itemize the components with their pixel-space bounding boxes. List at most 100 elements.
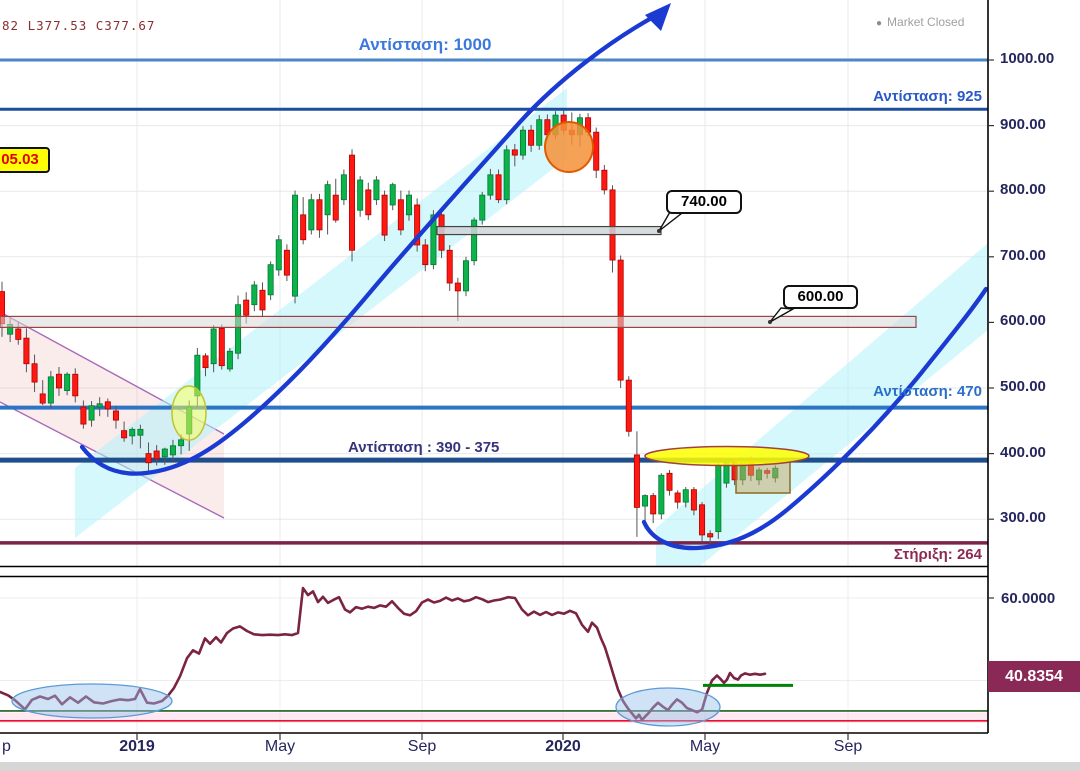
candle-down xyxy=(243,299,250,316)
candle-down xyxy=(23,337,30,365)
candle-up xyxy=(503,149,510,201)
candle-down xyxy=(511,149,518,156)
candle-down xyxy=(454,282,461,292)
y-axis-label: 700.00 xyxy=(1000,246,1046,264)
candle-down xyxy=(72,373,79,397)
orange-top-ellipse xyxy=(544,121,594,173)
indicator-value-badge: 40.8354 xyxy=(988,661,1080,692)
indicator-base-ellipse-2 xyxy=(615,687,721,727)
candle-down xyxy=(145,453,152,464)
candle-up xyxy=(715,464,722,533)
y-axis-label: 300.00 xyxy=(1000,509,1046,527)
candle-down xyxy=(528,129,535,146)
candle-down xyxy=(397,199,404,231)
candle-up xyxy=(536,119,543,146)
candle-down xyxy=(593,131,600,171)
x-axis-label: 2020 xyxy=(545,738,581,755)
candle-up xyxy=(88,405,95,421)
x-axis-label: 2019 xyxy=(119,738,155,755)
candle-up xyxy=(96,403,103,408)
candle-up xyxy=(47,376,54,404)
candle-down xyxy=(414,204,421,246)
candle-down xyxy=(674,492,681,503)
candle-down xyxy=(121,430,128,439)
candle-down xyxy=(446,249,453,284)
trend-curve-right xyxy=(641,286,989,551)
callout-tail-740 xyxy=(658,211,684,232)
candle-up xyxy=(308,199,315,231)
yellow-flat-ellipse xyxy=(644,445,810,467)
candle-up xyxy=(658,474,665,515)
candle-down xyxy=(365,189,372,216)
indicator-axis-label: 60.0000 xyxy=(1001,590,1056,607)
oversold-band xyxy=(0,712,988,723)
x-axis-label: May xyxy=(689,738,721,755)
price-tag: 05.03 xyxy=(0,147,50,173)
candle-down xyxy=(55,373,62,389)
trend-curve-left xyxy=(79,13,658,476)
y-axis-label: 600.00 xyxy=(1000,312,1046,330)
y-axis-label: 1000.00 xyxy=(1000,50,1055,67)
candle-down xyxy=(707,533,714,538)
candle-up xyxy=(178,439,185,447)
candle-down xyxy=(422,244,429,266)
candle-up xyxy=(226,350,233,370)
candle-up xyxy=(324,184,331,216)
candle-down xyxy=(218,327,225,367)
price-callout-600[interactable]: 600.00 xyxy=(783,285,858,309)
candle-up xyxy=(479,194,486,221)
candle-down xyxy=(332,194,339,221)
y-axis-label: 900.00 xyxy=(1000,115,1046,133)
candle-down xyxy=(601,169,608,191)
ohlc-readout: 82 L377.53 C377.67 xyxy=(2,18,156,33)
market-status-label: Market Closed xyxy=(887,15,965,29)
candle-up xyxy=(519,129,526,156)
trend-arrow-head xyxy=(645,3,671,31)
candle-down xyxy=(381,194,388,236)
x-axis-label: Sep xyxy=(833,738,863,755)
candle-down xyxy=(316,199,323,231)
candle-up xyxy=(275,239,282,271)
candle-down xyxy=(349,154,356,251)
candle-down xyxy=(39,393,46,404)
resistance-390-375-label: Αντίσταση : 390 - 375 xyxy=(348,439,500,456)
candle-down xyxy=(202,355,209,369)
x-axis-label: May xyxy=(264,738,296,755)
candle-down xyxy=(112,410,119,421)
candle-up xyxy=(292,194,299,297)
candle-up xyxy=(462,260,469,292)
candle-down xyxy=(104,401,111,410)
candle-down xyxy=(300,214,307,241)
candle-up xyxy=(210,328,217,365)
candle-down xyxy=(690,489,697,511)
candle-up xyxy=(161,448,168,458)
candle-down xyxy=(259,289,266,311)
candle-down xyxy=(609,189,616,261)
yellow-highlight-ellipse xyxy=(171,385,207,441)
x-axis-label: Sep xyxy=(407,738,437,755)
candle-up xyxy=(682,489,689,503)
candle-up xyxy=(267,264,274,296)
candle-down xyxy=(153,450,160,460)
candle-up xyxy=(430,214,437,266)
candle-up xyxy=(251,284,258,306)
candle-down xyxy=(650,495,657,515)
price-callout-740[interactable]: 740.00 xyxy=(666,190,742,214)
candle-up xyxy=(405,194,412,216)
candle-down xyxy=(495,174,502,201)
candle-down xyxy=(625,379,632,432)
resistance-470-label: Αντίσταση: 470 xyxy=(873,383,982,400)
bottom-scrollbar-strip[interactable] xyxy=(0,762,1080,771)
candle-down xyxy=(31,363,38,383)
candle-up xyxy=(340,174,347,201)
y-axis-label: 800.00 xyxy=(1000,181,1046,199)
x-axis-label: p xyxy=(2,738,11,755)
candle-up xyxy=(389,184,396,206)
marker-bar-600 xyxy=(0,315,917,328)
candle-down xyxy=(699,504,706,536)
market-status: ● Market Closed xyxy=(876,15,964,29)
candle-up xyxy=(137,428,144,436)
callout-anchor-740 xyxy=(657,229,661,233)
